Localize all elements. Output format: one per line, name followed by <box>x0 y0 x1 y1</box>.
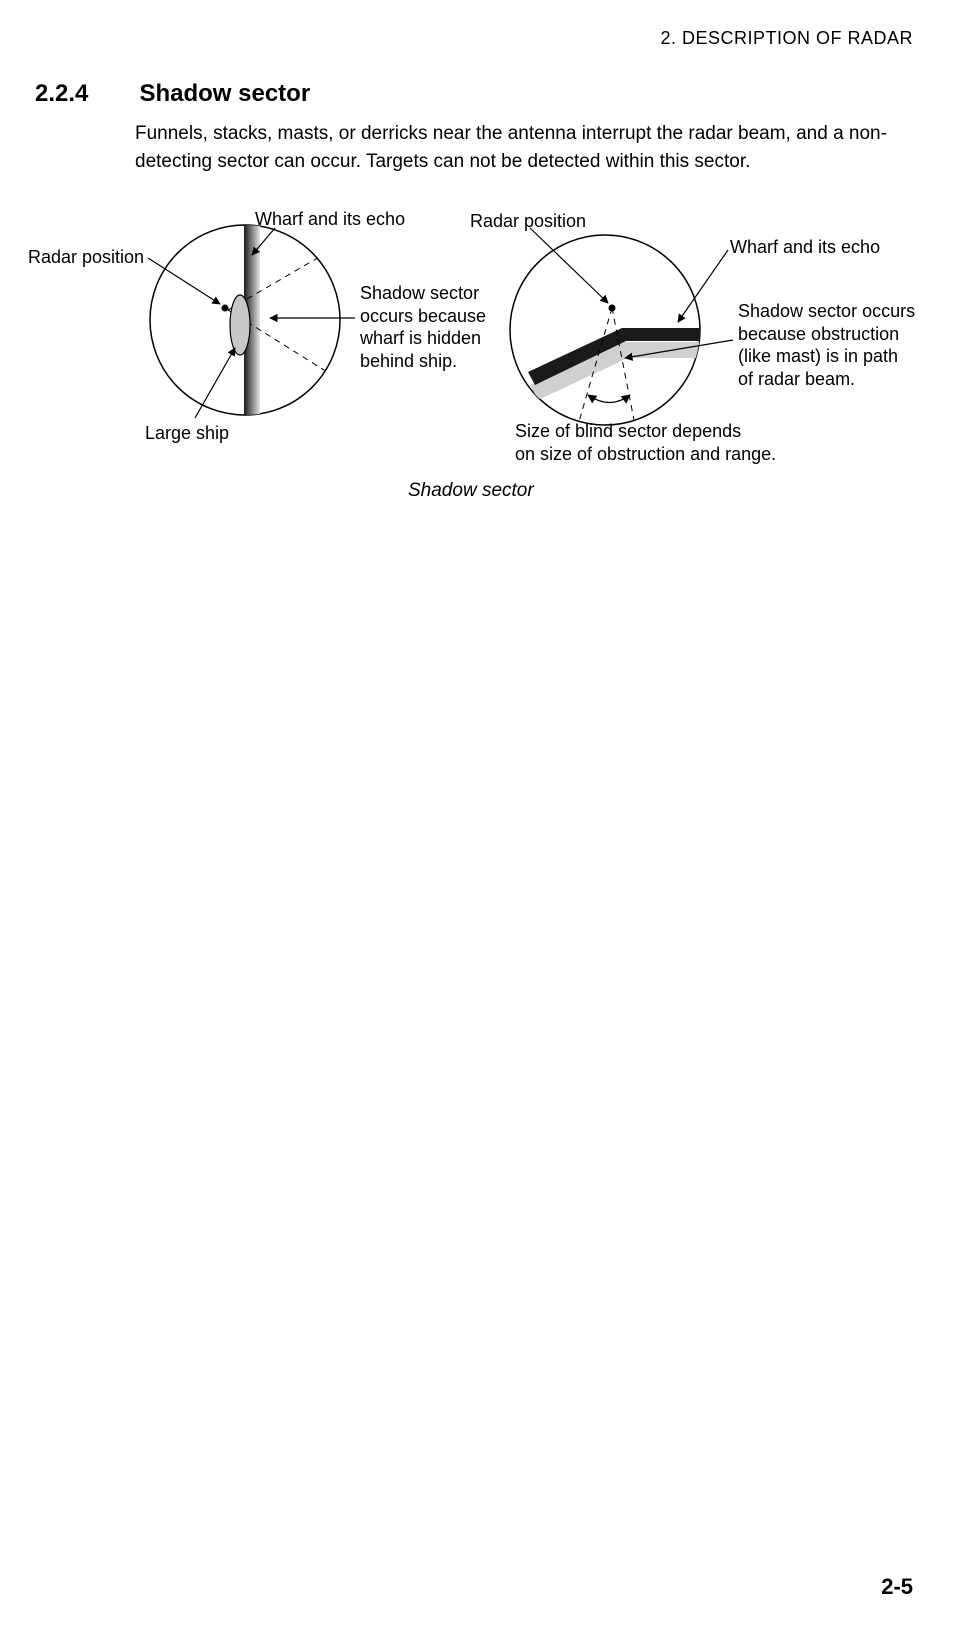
left-radar-dot <box>222 305 229 312</box>
chapter-header: 2. DESCRIPTION OF RADAR <box>660 28 913 49</box>
label-shadow-note-left: Shadow sector occurs because wharf is hi… <box>360 282 486 372</box>
label-wharf-echo-left: Wharf and its echo <box>255 208 405 231</box>
label-wharf-echo-right: Wharf and its echo <box>730 236 880 259</box>
section-title: Shadow sector <box>139 80 310 108</box>
section-heading-row: 2.2.4 Shadow sector <box>35 80 310 108</box>
section-number: 2.2.4 <box>35 80 135 108</box>
page-number: 2-5 <box>881 1574 913 1600</box>
label-radar-position-right: Radar position <box>470 210 586 233</box>
label-large-ship: Large ship <box>145 422 229 445</box>
figure-caption: Shadow sector <box>408 480 534 502</box>
figure-shadow-sector: Wharf and its echo Radar position Shadow… <box>30 200 940 530</box>
label-radar-position-left: Radar position <box>28 246 144 269</box>
section-body-text: Funnels, stacks, masts, or derricks near… <box>135 120 917 175</box>
right-radar-dot <box>609 305 616 312</box>
left-large-ship <box>230 295 250 355</box>
label-shadow-note-right: Shadow sector occurs because obstruction… <box>738 300 915 390</box>
label-blind-note: Size of blind sector depends on size of … <box>515 420 776 465</box>
